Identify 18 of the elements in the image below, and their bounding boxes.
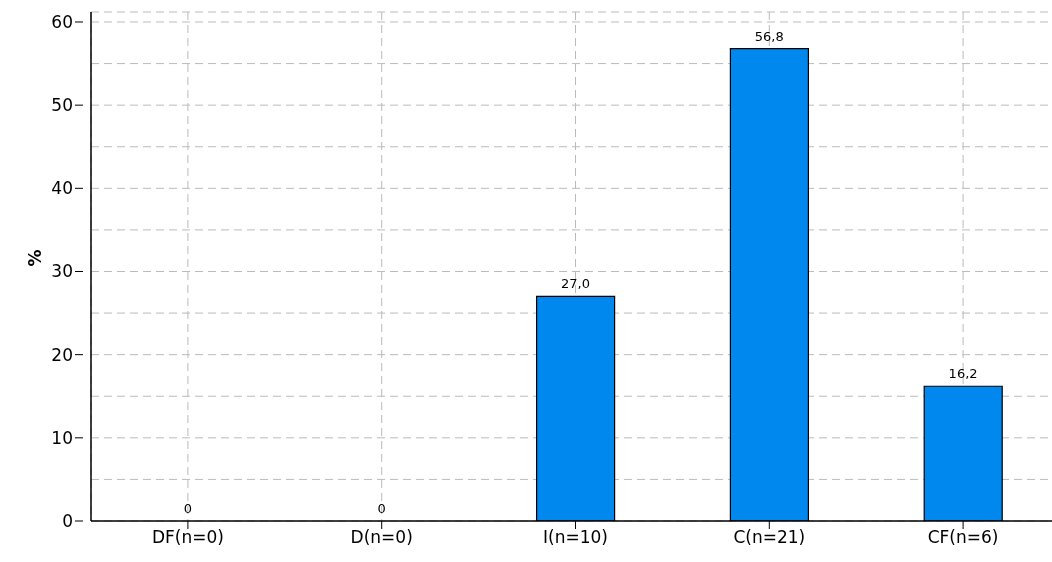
y-tick-label: 40 bbox=[51, 178, 73, 199]
y-axis-title: % bbox=[25, 249, 46, 267]
y-tick-label: 10 bbox=[51, 427, 73, 448]
x-tick-label: D(n=0) bbox=[350, 527, 413, 548]
x-tick-label: DF(n=0) bbox=[151, 527, 224, 548]
x-tick-label: I(n=10) bbox=[543, 527, 608, 548]
y-tick-label: 60 bbox=[51, 11, 73, 32]
data-label: 56,8 bbox=[754, 28, 784, 44]
x-tick-label: C(n=21) bbox=[733, 527, 806, 548]
y-tick-label: 20 bbox=[51, 344, 73, 365]
y-tick-label: 50 bbox=[51, 95, 73, 116]
data-label: 0 bbox=[377, 501, 386, 516]
y-tick-label: 0 bbox=[62, 511, 73, 531]
x-tick-label: CF(n=6) bbox=[927, 527, 999, 548]
data-label: 27,0 bbox=[561, 276, 590, 292]
y-tick-label: 30 bbox=[51, 261, 73, 282]
data-label: 0 bbox=[183, 501, 193, 516]
data-label: 16,2 bbox=[948, 366, 978, 382]
